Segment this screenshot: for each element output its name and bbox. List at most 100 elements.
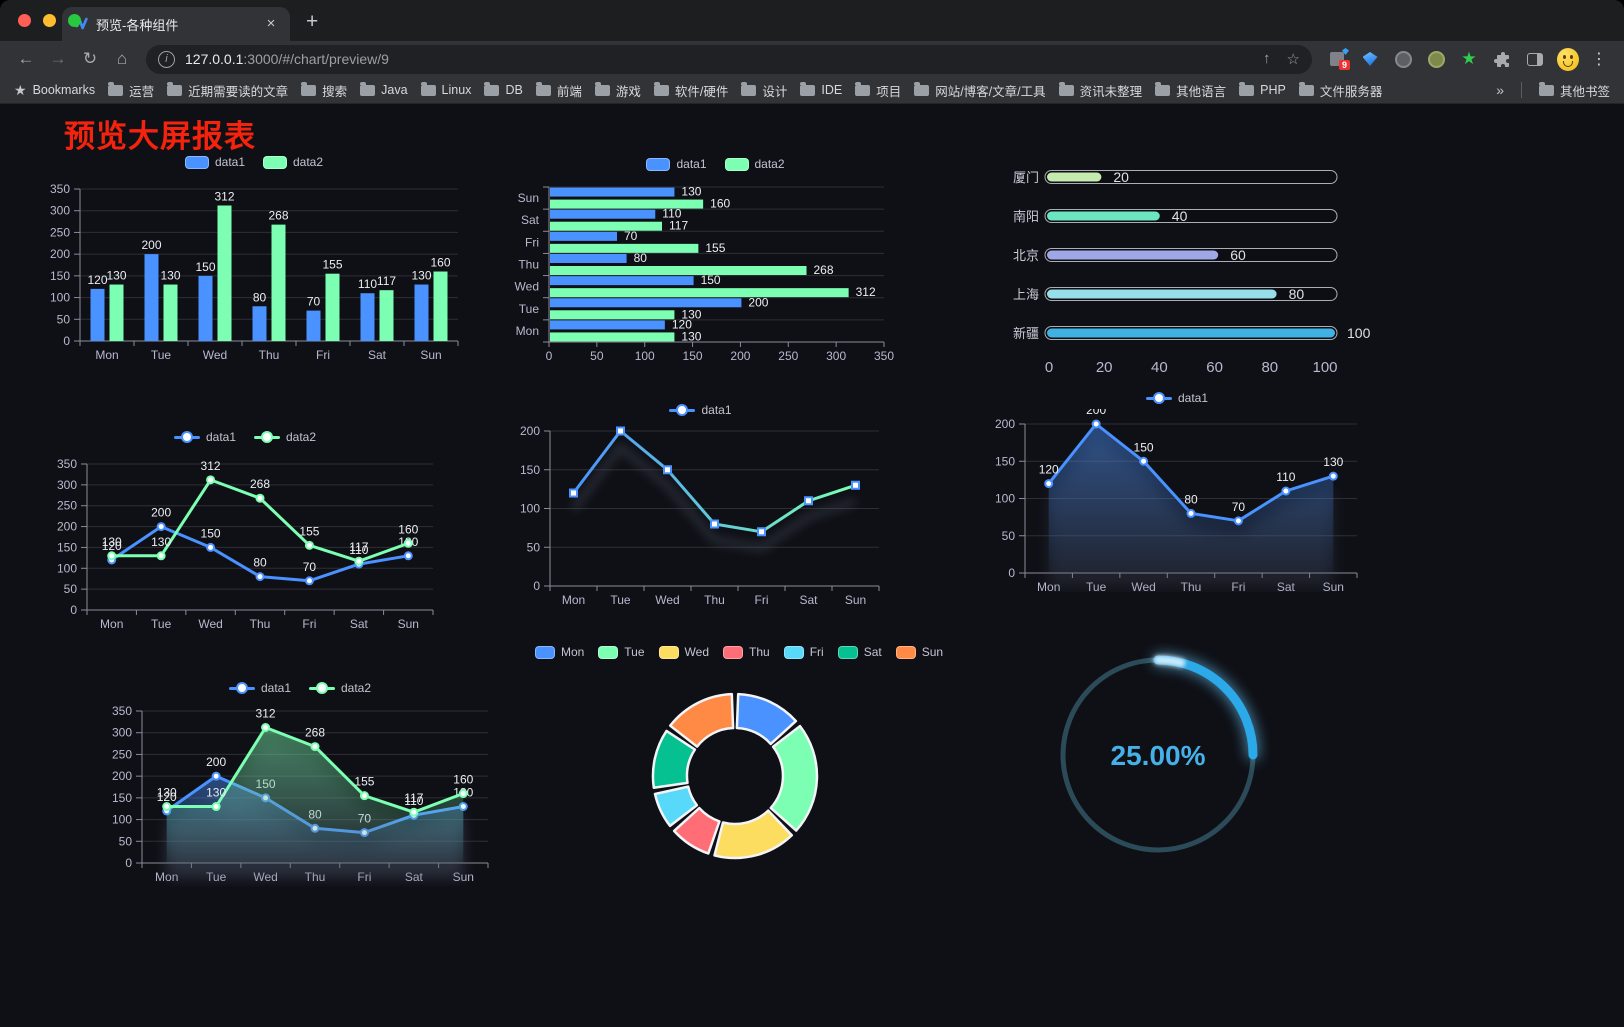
legend-item[interactable]: data2 [309, 681, 371, 695]
svg-text:250: 250 [57, 499, 77, 513]
forward-icon[interactable]: → [49, 49, 67, 68]
bookmark-folder[interactable]: 游戏 [594, 81, 641, 100]
bookmark-star-icon[interactable]: ☆ [1286, 51, 1300, 68]
puzzle-extensions-icon[interactable] [1491, 48, 1513, 70]
bookmark-folder[interactable]: Java [360, 81, 408, 97]
svg-text:80: 80 [253, 556, 267, 570]
svg-text:70: 70 [307, 295, 321, 309]
svg-text:Mon: Mon [95, 348, 118, 362]
legend-item[interactable]: data1 [669, 403, 732, 417]
svg-text:100: 100 [57, 561, 77, 575]
bookmark-folder[interactable]: 项目 [855, 81, 901, 100]
legend-item[interactable]: data1 [646, 157, 707, 171]
folder-icon [108, 81, 124, 96]
legend-item[interactable]: data1 [184, 155, 245, 169]
minimize-window-button[interactable] [43, 14, 56, 27]
legend-item[interactable]: Mon [534, 645, 584, 659]
bookmarks-manager[interactable]: ★ Bookmarks [14, 82, 95, 99]
legend-item[interactable]: Sat [837, 645, 882, 659]
legend-item[interactable]: Fri [783, 645, 824, 659]
gradient-line-chart-canvas[interactable]: 0 50 100 150 200 Mon Tue Wed Thu Fri Sat Sun [508, 421, 893, 606]
bookmark-folder[interactable]: 文件服务器 [1298, 81, 1382, 100]
svg-text:117: 117 [377, 274, 396, 288]
share-icon[interactable]: ↑ [1263, 50, 1271, 67]
pie-chart-canvas[interactable] [553, 663, 925, 909]
bar-chart-canvas[interactable]: 0 50 100 150 200 250 300 350 Mon Tue Wed Thu Fri Sat S… [38, 173, 470, 363]
bookmark-folder[interactable]: 设计 [741, 81, 787, 100]
extension-grid-icon[interactable]: 9 [1326, 48, 1350, 70]
bookmark-folder[interactable]: 网站/博客/文章/工具 [914, 81, 1046, 100]
address-bar[interactable]: i 127.0.0.1 :3000/#/chart/preview/9 ↑ ☆ [146, 44, 1312, 74]
legend-item[interactable]: Wed [658, 645, 709, 659]
svg-text:Mon: Mon [562, 593, 585, 606]
legend-item[interactable]: data1 [228, 681, 291, 695]
bookmarks-overflow-chevron[interactable]: » [1496, 82, 1504, 98]
site-info-icon[interactable]: i [158, 50, 175, 68]
legend-item[interactable]: Tue [598, 645, 645, 659]
tab-close-icon[interactable]: × [266, 15, 276, 32]
gem-extension-icon[interactable] [1359, 48, 1381, 70]
bookmark-folder[interactable]: 搜索 [301, 81, 347, 100]
new-tab-button[interactable]: + [306, 10, 319, 33]
line-chart-canvas[interactable]: 0 50 100 150 200 250 300 350 Mon Tue Wed Thu Fri Sat S… [45, 448, 445, 633]
profile-avatar[interactable] [1557, 47, 1579, 71]
svg-text:0: 0 [125, 856, 132, 870]
browser-tab[interactable]: 预览-各种组件 × [62, 7, 290, 41]
bookmark-folder[interactable]: 其他语言 [1155, 81, 1226, 100]
svg-text:150: 150 [201, 526, 221, 540]
olive-circle-extension-icon[interactable] [1425, 48, 1447, 70]
svg-text:Thu: Thu [250, 617, 271, 631]
bookmark-folder[interactable]: IDE [800, 81, 842, 97]
side-panel-icon[interactable] [1524, 48, 1546, 70]
bookmark-folder[interactable]: 近期需要读的文章 [167, 81, 288, 100]
svg-text:100: 100 [1347, 325, 1371, 341]
svg-text:300: 300 [57, 478, 77, 492]
svg-text:Sun: Sun [518, 191, 539, 205]
bookmark-folder[interactable]: DB [484, 81, 523, 97]
close-window-button[interactable] [18, 14, 31, 27]
bookmark-folder[interactable]: PHP [1239, 81, 1286, 97]
gauge-progress-chart: 25.00% [1046, 643, 1270, 867]
svg-text:70: 70 [1232, 500, 1246, 514]
svg-text:0: 0 [1008, 566, 1015, 580]
home-icon[interactable]: ⌂ [116, 49, 128, 68]
reload-icon[interactable]: ↻ [82, 49, 98, 68]
svg-text:Thu: Thu [704, 593, 725, 606]
green-star-extension-icon[interactable]: ★ [1461, 49, 1477, 68]
legend-item[interactable]: data2 [254, 430, 316, 444]
bookmark-folder[interactable]: 前端 [535, 81, 582, 100]
bookmark-folder[interactable]: 运营 [108, 81, 154, 100]
bookmark-folder[interactable]: 资讯未整理 [1058, 81, 1142, 100]
svg-text:50: 50 [527, 540, 541, 554]
url-host: 127.0.0.1 [185, 51, 244, 67]
svg-text:120: 120 [672, 317, 692, 331]
svg-text:50: 50 [64, 582, 78, 596]
browser-menu-icon[interactable]: ⋮ [1591, 51, 1607, 68]
legend-item[interactable]: data2 [724, 157, 785, 171]
bookmark-folder[interactable]: Linux [420, 81, 471, 97]
legend-item[interactable]: Sun [895, 645, 943, 659]
legend-item[interactable]: data2 [263, 155, 323, 169]
legend-item[interactable]: data1 [173, 430, 236, 444]
zoom-window-button[interactable] [68, 14, 81, 27]
area-chart-canvas[interactable]: 0 50 100 150 200 Mon Tue Wed Thu Fri Sat Sun 120 200 1… [983, 409, 1371, 592]
svg-text:Mon: Mon [1037, 580, 1060, 592]
svg-text:Tue: Tue [610, 593, 631, 606]
bookmarks-star-icon: ★ [14, 81, 27, 98]
svg-text:110: 110 [662, 207, 681, 221]
svg-text:300: 300 [826, 349, 846, 363]
bookmark-folder[interactable]: 软件/硬件 [653, 81, 728, 100]
other-bookmarks[interactable]: 其他书签 [1538, 81, 1610, 100]
back-icon[interactable]: ← [17, 49, 35, 68]
svg-text:70: 70 [303, 560, 317, 574]
area-chart-two-series-canvas[interactable]: 0 50 100 150 200 250 300 350 Mon Tue Wed Thu Fri Sat S… [100, 699, 500, 887]
svg-text:0: 0 [70, 603, 77, 617]
folder-icon [914, 81, 930, 96]
gray-circle-extension-icon[interactable] [1392, 48, 1414, 70]
progress-bar-chart-canvas[interactable]: 厦门 20 南阳 40 北京 60 上海 80 新疆 100 0 20 40 60 80 100 [993, 159, 1373, 383]
legend-item[interactable]: data1 [1145, 391, 1208, 405]
gauge-chart-canvas[interactable]: 25.00% [1046, 643, 1270, 867]
legend-item[interactable]: Thu [723, 645, 770, 659]
svg-text:Sun: Sun [420, 348, 441, 362]
